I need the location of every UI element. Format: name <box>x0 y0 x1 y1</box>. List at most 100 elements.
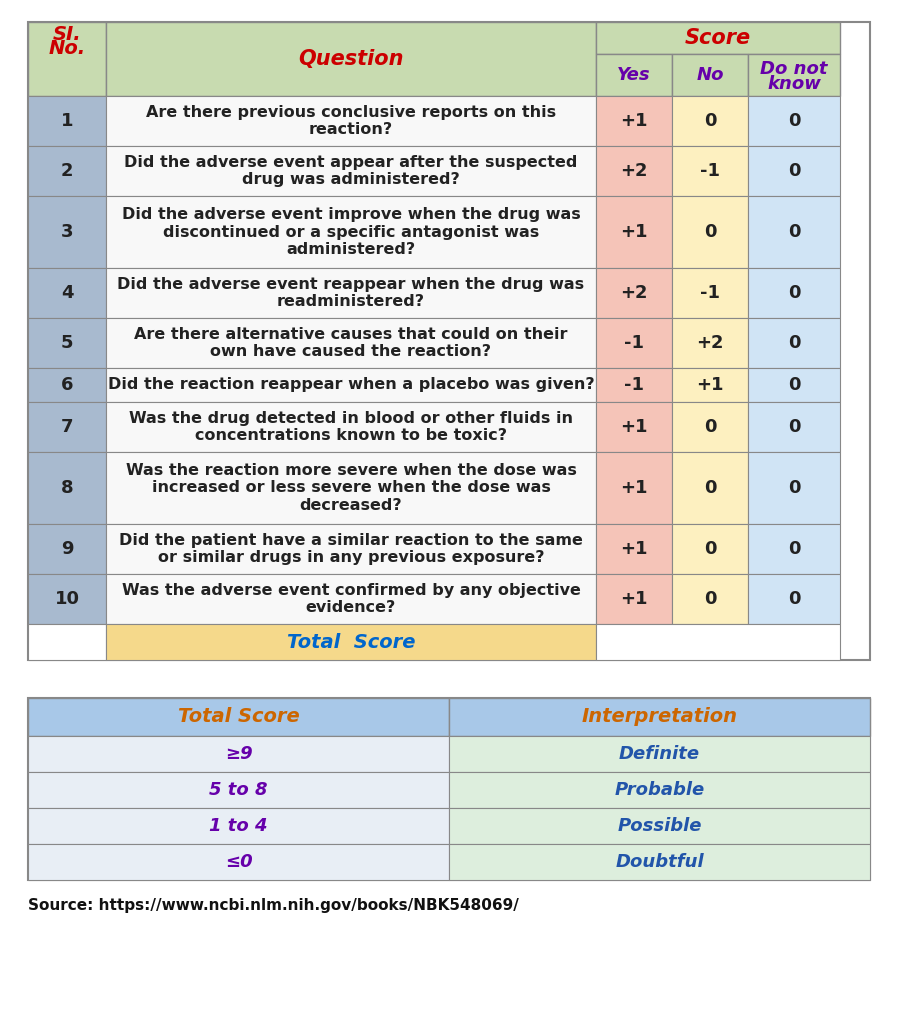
Text: 0: 0 <box>788 479 800 497</box>
FancyBboxPatch shape <box>596 452 672 524</box>
FancyBboxPatch shape <box>106 196 596 268</box>
Text: 0: 0 <box>788 223 800 241</box>
Text: -1: -1 <box>624 376 644 394</box>
FancyBboxPatch shape <box>672 574 748 624</box>
Text: 0: 0 <box>788 376 800 394</box>
FancyBboxPatch shape <box>28 452 106 524</box>
FancyBboxPatch shape <box>106 574 596 624</box>
FancyBboxPatch shape <box>106 96 596 146</box>
FancyBboxPatch shape <box>28 22 870 660</box>
Text: Did the reaction reappear when a placebo was given?: Did the reaction reappear when a placebo… <box>108 378 594 392</box>
FancyBboxPatch shape <box>672 368 748 402</box>
Text: 0: 0 <box>704 418 717 436</box>
Text: Definite: Definite <box>619 745 700 763</box>
FancyBboxPatch shape <box>748 452 840 524</box>
Text: +2: +2 <box>621 284 647 302</box>
Text: No.: No. <box>48 39 85 57</box>
Text: +1: +1 <box>696 376 724 394</box>
Text: 7: 7 <box>61 418 74 436</box>
FancyBboxPatch shape <box>596 624 840 660</box>
Text: Did the adverse event reappear when the drug was
readministered?: Did the adverse event reappear when the … <box>118 276 585 309</box>
FancyBboxPatch shape <box>596 54 672 96</box>
Text: 0: 0 <box>788 334 800 352</box>
FancyBboxPatch shape <box>596 268 672 318</box>
FancyBboxPatch shape <box>106 368 596 402</box>
Text: +1: +1 <box>621 479 647 497</box>
FancyBboxPatch shape <box>672 402 748 452</box>
Text: 1: 1 <box>61 112 74 130</box>
FancyBboxPatch shape <box>748 574 840 624</box>
Text: -1: -1 <box>624 334 644 352</box>
Text: +1: +1 <box>621 540 647 558</box>
FancyBboxPatch shape <box>748 96 840 146</box>
Text: ≥9: ≥9 <box>224 745 252 763</box>
Text: Total  Score: Total Score <box>286 633 415 651</box>
Text: Did the adverse event improve when the drug was
discontinued or a specific antag: Did the adverse event improve when the d… <box>121 207 580 257</box>
Text: 2: 2 <box>61 162 74 180</box>
Text: Do not: Do not <box>761 59 828 78</box>
Text: +1: +1 <box>621 590 647 608</box>
FancyBboxPatch shape <box>748 318 840 368</box>
Text: Did the adverse event appear after the suspected
drug was administered?: Did the adverse event appear after the s… <box>124 155 577 187</box>
Text: +1: +1 <box>621 223 647 241</box>
Text: +1: +1 <box>621 418 647 436</box>
Text: -1: -1 <box>700 162 720 180</box>
FancyBboxPatch shape <box>28 524 106 574</box>
FancyBboxPatch shape <box>106 402 596 452</box>
Text: 0: 0 <box>704 590 717 608</box>
FancyBboxPatch shape <box>28 22 106 96</box>
FancyBboxPatch shape <box>672 452 748 524</box>
FancyBboxPatch shape <box>106 268 596 318</box>
Text: 0: 0 <box>704 540 717 558</box>
FancyBboxPatch shape <box>449 772 870 808</box>
Text: 0: 0 <box>788 162 800 180</box>
Text: +2: +2 <box>621 162 647 180</box>
Text: ≤0: ≤0 <box>224 853 252 871</box>
Text: 9: 9 <box>61 540 74 558</box>
FancyBboxPatch shape <box>672 146 748 196</box>
FancyBboxPatch shape <box>106 22 596 96</box>
Text: SI.: SI. <box>53 25 82 43</box>
FancyBboxPatch shape <box>748 368 840 402</box>
Text: 0: 0 <box>704 479 717 497</box>
Text: 3: 3 <box>61 223 74 241</box>
Text: Was the adverse event confirmed by any objective
evidence?: Was the adverse event confirmed by any o… <box>121 583 580 615</box>
Text: Possible: Possible <box>617 817 701 835</box>
FancyBboxPatch shape <box>28 736 449 772</box>
Text: 4: 4 <box>61 284 74 302</box>
FancyBboxPatch shape <box>106 452 596 524</box>
Text: 5 to 8: 5 to 8 <box>209 781 268 799</box>
FancyBboxPatch shape <box>28 368 106 402</box>
FancyBboxPatch shape <box>28 96 106 146</box>
FancyBboxPatch shape <box>28 698 449 736</box>
Text: Probable: Probable <box>614 781 705 799</box>
Text: Doubtful: Doubtful <box>615 853 704 871</box>
Text: Was the reaction more severe when the dose was
increased or less severe when the: Was the reaction more severe when the do… <box>126 463 577 513</box>
FancyBboxPatch shape <box>106 318 596 368</box>
FancyBboxPatch shape <box>596 402 672 452</box>
Text: No: No <box>696 66 724 84</box>
Text: Did the patient have a similar reaction to the same
or similar drugs in any prev: Did the patient have a similar reaction … <box>119 532 583 565</box>
FancyBboxPatch shape <box>28 624 106 660</box>
Text: Was the drug detected in blood or other fluids in
concentrations known to be tox: Was the drug detected in blood or other … <box>129 411 573 443</box>
FancyBboxPatch shape <box>672 318 748 368</box>
Text: -1: -1 <box>700 284 720 302</box>
FancyBboxPatch shape <box>28 196 106 268</box>
FancyBboxPatch shape <box>28 268 106 318</box>
Text: Are there alternative causes that could on their
own have caused the reaction?: Are there alternative causes that could … <box>134 327 568 359</box>
FancyBboxPatch shape <box>596 318 672 368</box>
FancyBboxPatch shape <box>596 368 672 402</box>
Text: 0: 0 <box>788 590 800 608</box>
FancyBboxPatch shape <box>672 96 748 146</box>
FancyBboxPatch shape <box>596 96 672 146</box>
FancyBboxPatch shape <box>596 146 672 196</box>
FancyBboxPatch shape <box>748 146 840 196</box>
FancyBboxPatch shape <box>748 54 840 96</box>
FancyBboxPatch shape <box>106 146 596 196</box>
FancyBboxPatch shape <box>449 844 870 880</box>
Text: 0: 0 <box>788 284 800 302</box>
FancyBboxPatch shape <box>748 402 840 452</box>
FancyBboxPatch shape <box>748 524 840 574</box>
Text: +2: +2 <box>696 334 724 352</box>
FancyBboxPatch shape <box>106 624 596 660</box>
